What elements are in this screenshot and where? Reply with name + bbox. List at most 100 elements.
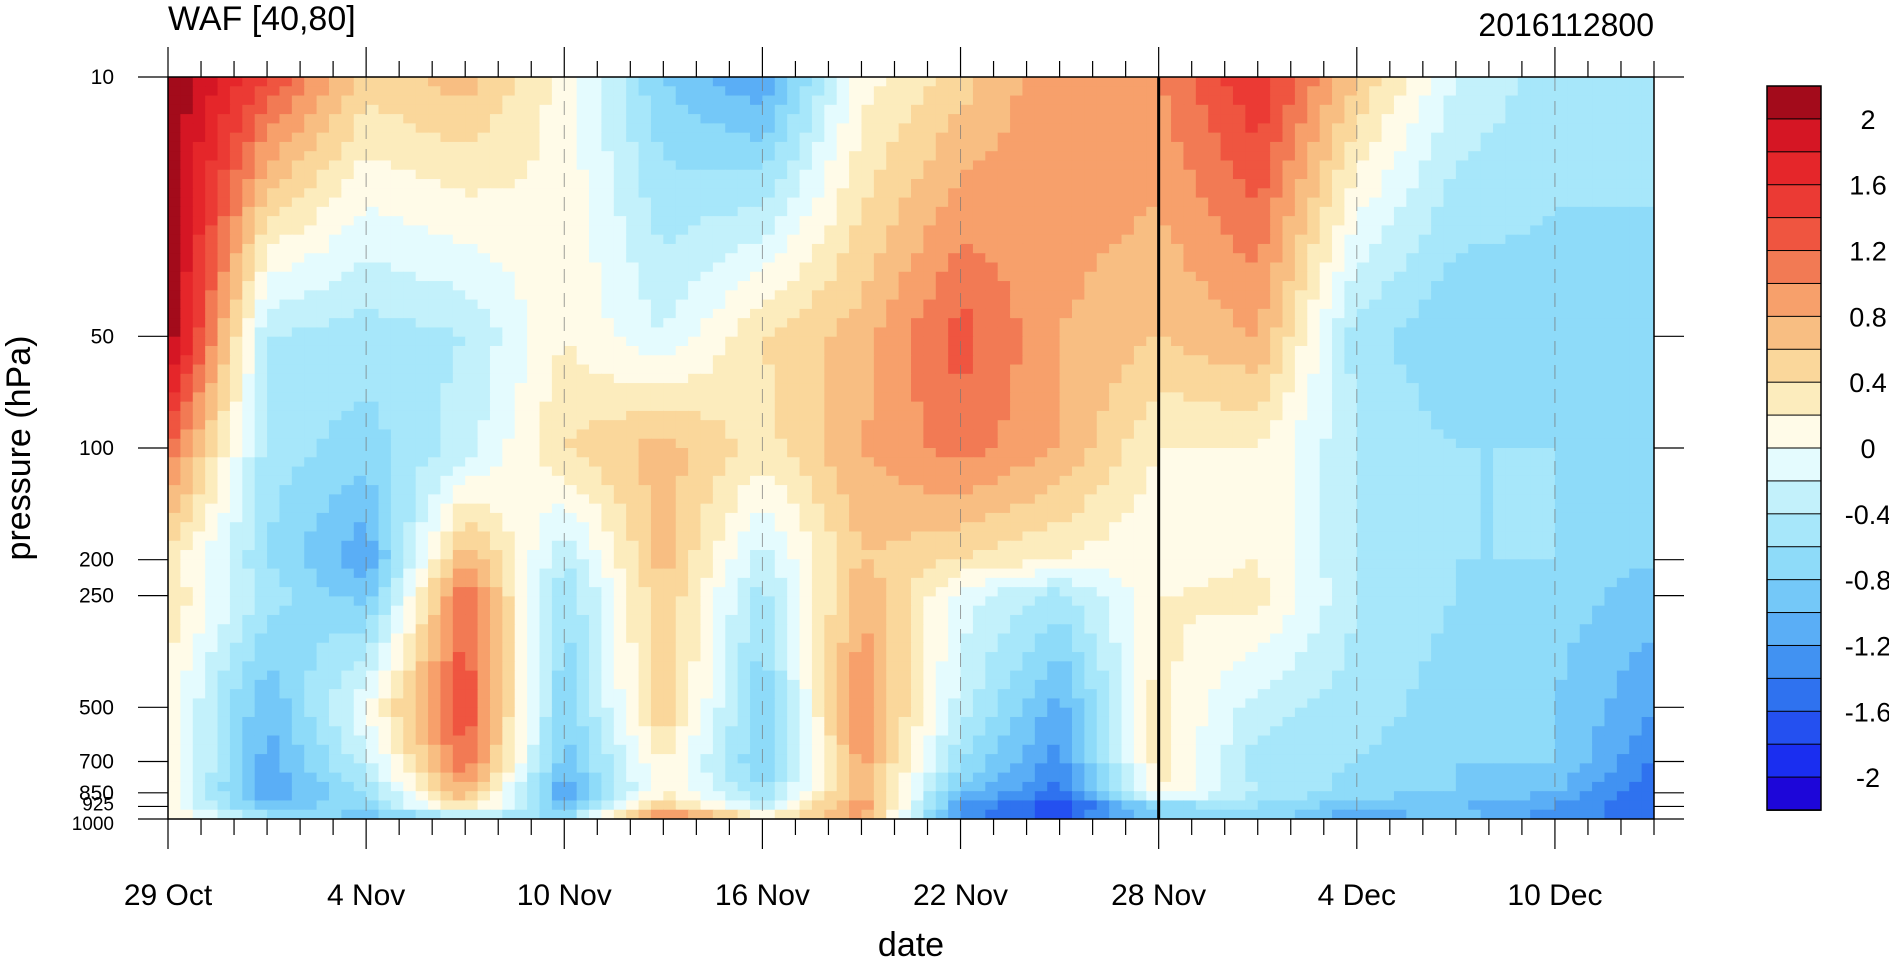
heatmap-cell [180,429,194,440]
heatmap-cell [799,151,813,162]
heatmap-cell [626,216,640,227]
heatmap-cell [725,234,739,245]
heatmap-cell [1406,448,1420,458]
heatmap-cell [291,290,305,301]
heatmap-cell [1369,281,1383,291]
heatmap-cell [1084,401,1098,412]
heatmap-cell [192,281,206,291]
heatmap-cell [378,132,392,143]
heatmap-cell [787,197,801,208]
heatmap-cell [180,281,194,291]
heatmap-cell [638,160,652,171]
heatmap-cell [873,132,887,143]
heatmap-cell [1195,383,1209,393]
heatmap-cell [613,364,627,375]
heatmap-cell [180,271,194,282]
heatmap-cell [1579,141,1593,152]
heatmap-cell [601,429,615,440]
heatmap-cell [1022,243,1036,254]
heatmap-cell [229,448,243,458]
heatmap-cell [935,225,949,236]
heatmap-cell [663,429,677,440]
heatmap-cell [1579,299,1593,310]
heatmap-cell [750,188,763,199]
heatmap-cell [316,345,330,356]
heatmap-cell [242,420,256,431]
heatmap-cell [1059,373,1073,384]
heatmap-cell [366,77,380,87]
heatmap-cell [700,179,714,189]
heatmap-cell [403,114,417,124]
heatmap-cell [972,104,986,115]
heatmap-cell [1431,345,1445,356]
heatmap-cell [700,123,714,134]
heatmap-cell [849,132,863,143]
heatmap-cell [762,383,776,393]
heatmap-cell [1530,188,1544,199]
heatmap-cell [1356,104,1370,115]
heatmap-cell [502,392,516,403]
heatmap-cell [1369,355,1383,366]
heatmap-cell [824,373,838,384]
heatmap-cell [366,299,380,310]
heatmap-cell [353,104,367,115]
heatmap-cell [1443,410,1457,421]
heatmap-cell [390,299,404,310]
heatmap-cell [972,327,986,338]
heatmap-cell [1480,188,1494,199]
heatmap-cell [539,206,553,217]
heatmap-cell [700,383,714,393]
heatmap-cell [1034,420,1048,431]
heatmap-cell [527,77,541,87]
heatmap-cell [948,179,962,189]
heatmap-cell [1220,299,1234,310]
heatmap-cell [1431,401,1445,412]
heatmap-cell [1319,429,1333,440]
heatmap-cell [341,364,355,375]
heatmap-cell [378,308,392,319]
heatmap-cell [1517,410,1531,421]
heatmap-cell [267,299,281,310]
heatmap-cell [737,438,751,449]
heatmap-cell [1282,206,1296,217]
heatmap-cell [1542,271,1556,282]
heatmap-cell [1493,216,1506,227]
heatmap-cell [824,243,838,254]
heatmap-cell [1158,271,1172,282]
heatmap-cell [1493,401,1506,412]
heatmap-cell [1146,420,1160,431]
heatmap-cell [328,373,342,384]
heatmap-cell [985,225,999,236]
heatmap-cell [972,151,986,162]
heatmap-cell [799,197,813,208]
heatmap-cell [712,197,726,208]
heatmap-cell [180,438,194,449]
heatmap-cell [1629,95,1643,106]
heatmap-cell [1468,373,1482,384]
heatmap-cell [1554,206,1568,217]
heatmap-cell [1332,86,1346,97]
heatmap-cell [725,216,739,227]
heatmap-cell [192,392,206,403]
heatmap-cell [390,262,404,273]
heatmap-cell [514,123,528,134]
heatmap-cell [1307,104,1321,115]
heatmap-cell [824,179,838,189]
heatmap-cell [1109,373,1123,384]
heatmap-cell [452,216,466,227]
heatmap-cell [217,132,231,143]
heatmap-cell [1133,206,1147,217]
heatmap-cell [551,169,565,180]
heatmap-cell [1270,262,1284,273]
heatmap-cell [1641,420,1654,431]
heatmap-cell [1195,95,1209,106]
heatmap-cell [1344,299,1358,310]
heatmap-cell [229,179,243,189]
heatmap-cell [601,225,615,236]
heatmap-cell [353,429,367,440]
heatmap-cell [267,141,281,152]
heatmap-cell [849,364,863,375]
heatmap-cell [1468,345,1482,356]
heatmap-cell [1505,271,1519,282]
heatmap-cell [378,299,392,310]
